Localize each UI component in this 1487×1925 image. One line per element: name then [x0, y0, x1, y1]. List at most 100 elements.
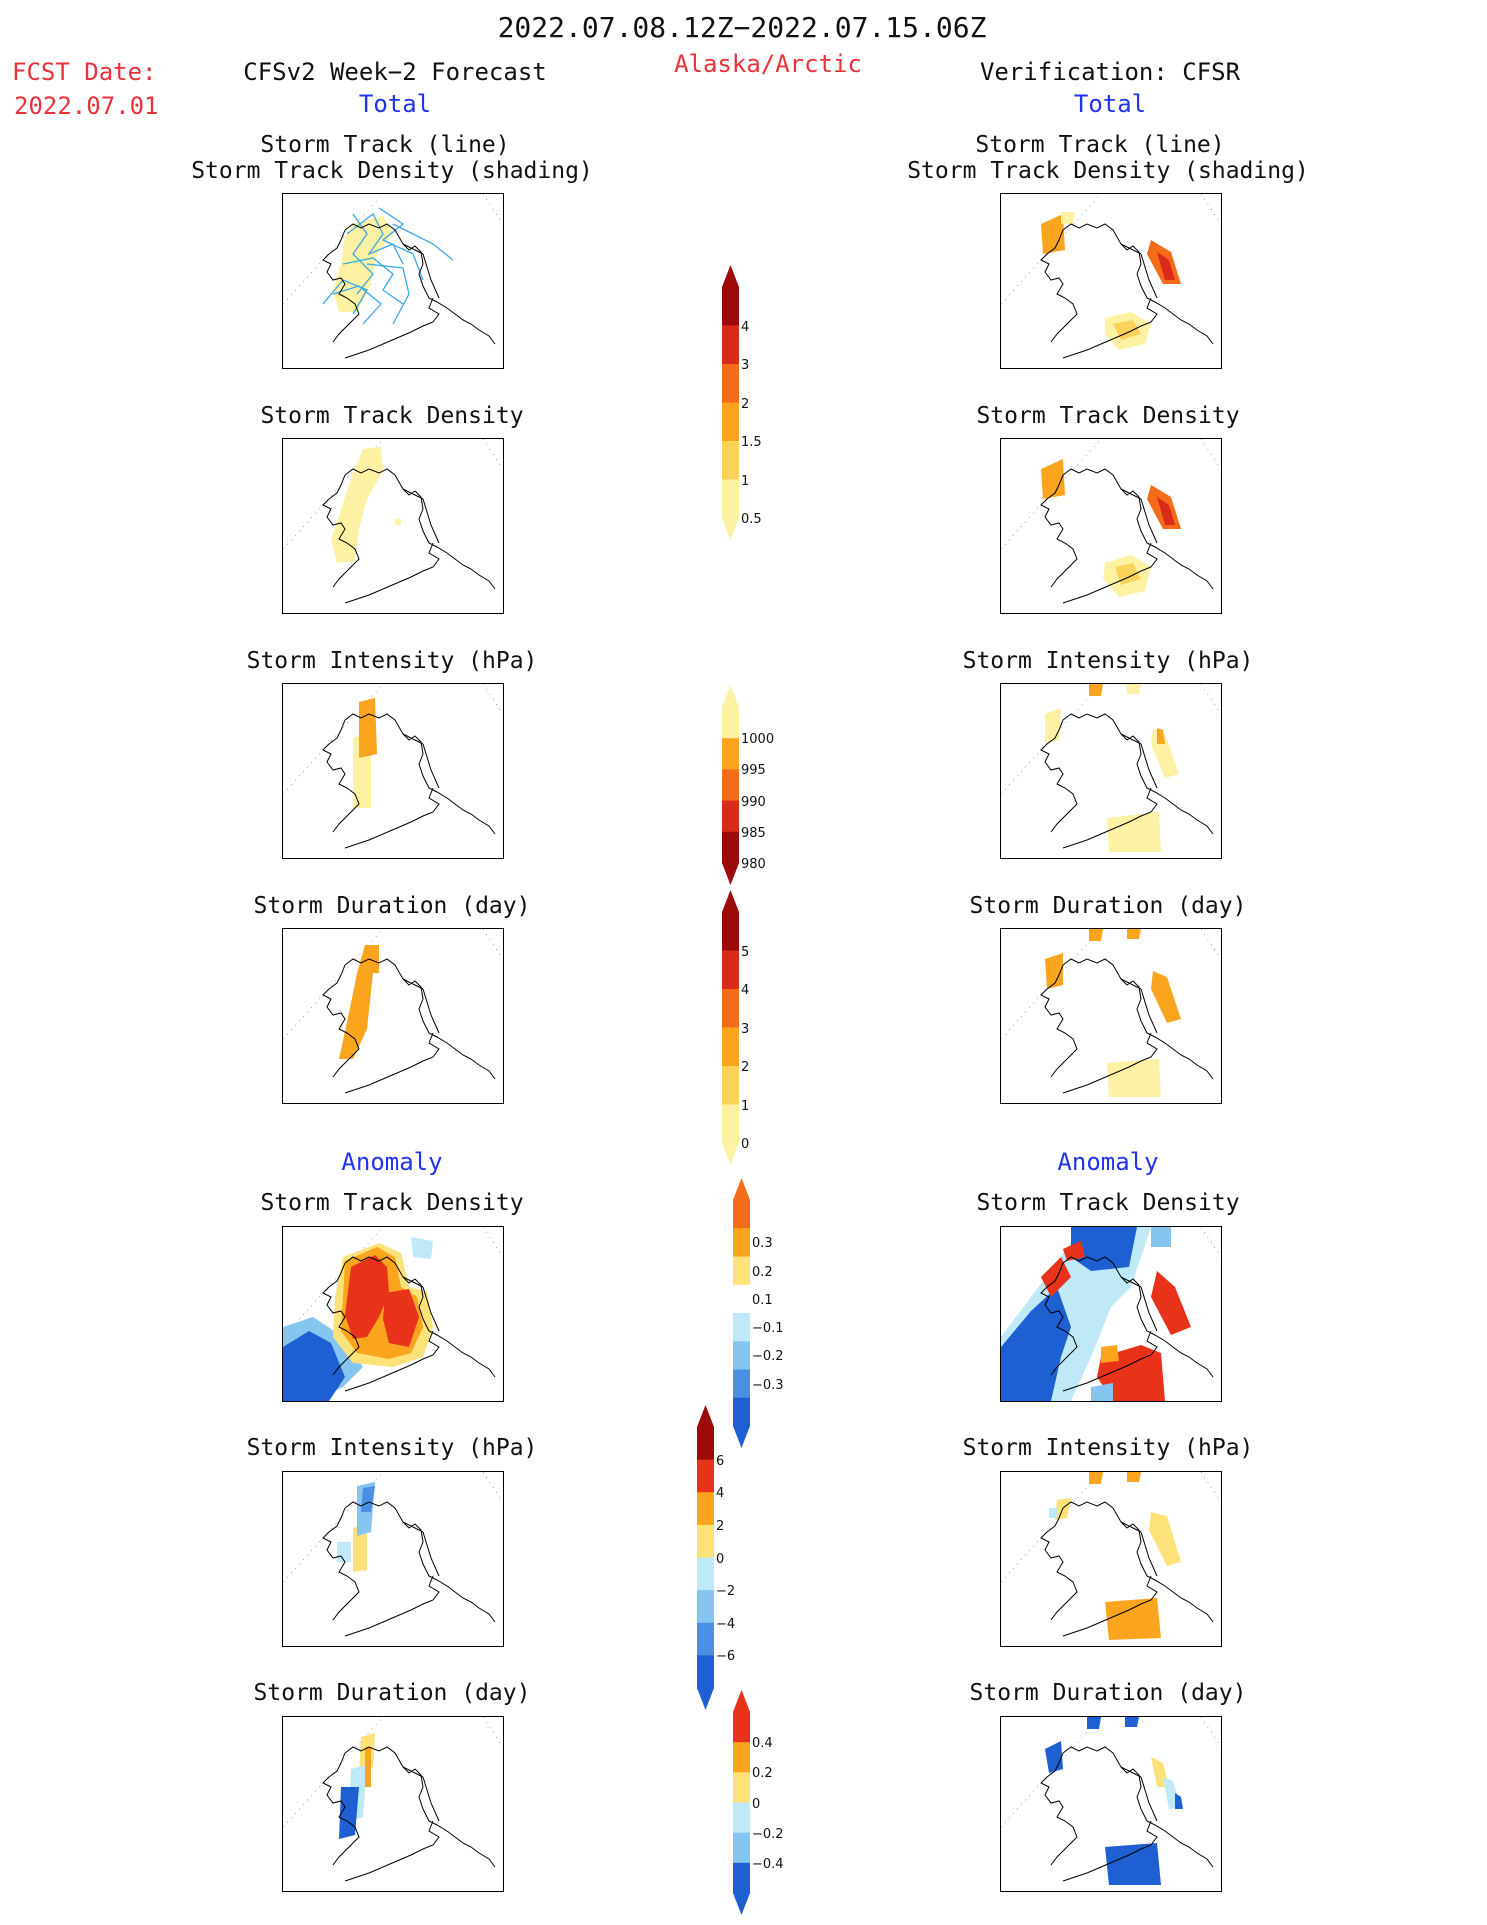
shaded-region-5	[345, 1255, 389, 1339]
shaded-region-1	[339, 945, 379, 1059]
border-line	[1140, 1776, 1158, 1822]
colorbar-segment-5	[733, 1832, 750, 1864]
colorbar-tick-label: 1	[741, 1098, 750, 1114]
right-duration-title: Storm Duration (day)	[969, 893, 1247, 919]
shaded-region-2	[359, 698, 377, 758]
sector-outline	[1001, 684, 1221, 795]
border-line-north	[1120, 1276, 1142, 1288]
period-title: 2022.07.08.12Z−2022.07.15.06Z	[497, 11, 987, 44]
colorbar-bottom-arrow	[722, 518, 739, 540]
storm-track-line-8	[366, 263, 410, 325]
shaded-region-1	[1041, 459, 1065, 499]
colorbar-top-arrow	[733, 1178, 750, 1200]
shaded-region-2	[395, 519, 401, 525]
coastline	[1040, 1746, 1214, 1882]
colorbar-bottom-arrow	[722, 863, 739, 885]
colorbar-bottom-arrow	[733, 1893, 750, 1915]
shaded-region-3	[1157, 252, 1175, 280]
sector-outline	[283, 684, 503, 795]
shaded-region-4	[1049, 1508, 1057, 1518]
fcst-date: 2022.07.01	[14, 92, 159, 120]
colorbar-tick-label: −0.1	[752, 1321, 784, 1337]
colorbar-segment-4	[722, 402, 739, 442]
shaded-region-3	[1045, 953, 1063, 989]
colorbar-segment-4	[733, 1284, 750, 1314]
shaded-region-2	[1125, 1717, 1139, 1727]
coastline	[322, 223, 496, 359]
colorbar-segment-4	[697, 1524, 714, 1558]
colorbar-segment-3	[722, 769, 739, 802]
left-anom-duration-title: Storm Duration (day)	[253, 1680, 531, 1706]
colorbar-segment-3	[722, 364, 739, 403]
colorbar-segment-6	[733, 1862, 750, 1894]
shaded-region-2	[1127, 929, 1141, 939]
colorbar-segment-7	[697, 1622, 714, 1656]
shaded-region-2	[283, 1331, 345, 1401]
shaded-region-4	[1151, 1227, 1171, 1247]
colorbar-segment-2	[733, 1742, 750, 1773]
shaded-region-4	[337, 1542, 351, 1562]
colorbar-segment-5	[722, 1066, 739, 1105]
colorbar-tick-label: 4	[741, 319, 750, 335]
left-intensity-title: Storm Intensity (hPa)	[246, 648, 538, 674]
right-anom-density-title: Storm Track Density	[976, 1190, 1240, 1216]
coastline	[322, 1501, 496, 1637]
colorbar-tick-label: 6	[716, 1453, 725, 1469]
colorbar-tick-label: 0	[716, 1551, 725, 1567]
colorbar-segment-3	[697, 1492, 714, 1526]
colorbar-tick-label: −0.4	[752, 1856, 784, 1872]
right-intensity-title: Storm Intensity (hPa)	[962, 648, 1254, 674]
border-line-north	[402, 1766, 424, 1778]
left-anomaly-label: Anomaly	[341, 1148, 443, 1176]
right-anom-intensity-title: Storm Intensity (hPa)	[962, 1435, 1254, 1461]
shaded-region-6	[1063, 1241, 1085, 1261]
region-title: Alaska/Arctic	[674, 50, 862, 78]
colorbar-top-arrow	[697, 1405, 714, 1427]
map-panel-left-anom-density	[282, 1226, 504, 1402]
right-density-title: Storm Track Density	[976, 403, 1240, 429]
colorbar-segment-6	[722, 1104, 739, 1144]
map-panel-left-density	[282, 438, 504, 614]
sector-outline	[283, 1717, 503, 1828]
colorbar-top-arrow	[733, 1690, 750, 1712]
coastline	[1040, 223, 1214, 359]
coastline	[1040, 1501, 1214, 1637]
colorbar-tick-label: 5	[741, 944, 750, 960]
border-line-north	[1120, 733, 1142, 745]
coastline	[322, 468, 496, 604]
border-line-north	[1120, 978, 1142, 990]
colorbar-tick-label: 1.5	[741, 435, 762, 450]
shaded-region-5	[1115, 563, 1141, 585]
shaded-region-5	[1113, 320, 1141, 340]
shaded-region-3	[339, 1787, 359, 1839]
sector-outline	[283, 929, 503, 1040]
colorbar-segment-3	[733, 1256, 750, 1286]
colorbar-segment-1	[722, 707, 739, 739]
border-line	[1140, 743, 1158, 789]
map-panel-left-track	[282, 193, 504, 369]
storm-track-line-5	[378, 207, 424, 281]
colorbar-segment-6	[697, 1590, 714, 1624]
map-panel-right-intensity	[1000, 683, 1222, 859]
border-line-north	[1120, 1766, 1142, 1778]
storm-track-line-6	[322, 279, 368, 315]
right-track-title-1: Storm Track (line)	[975, 132, 1225, 158]
colorbar-tick-label: 0.5	[741, 512, 762, 527]
colorbar-tick-label: 985	[741, 825, 766, 841]
map-panel-left-intensity	[282, 683, 504, 859]
border-line-north	[402, 243, 424, 255]
sector-outline	[1001, 439, 1221, 550]
colorbar-tick-label: −0.2	[752, 1826, 784, 1842]
left-density-title: Storm Track Density	[260, 403, 524, 429]
sector-outline	[283, 1227, 503, 1338]
shaded-region-10	[1091, 1383, 1113, 1401]
border-line	[422, 1531, 440, 1577]
colorbar-segment-1	[733, 1200, 750, 1229]
coastline	[322, 1746, 496, 1882]
colorbar-tick-label: −0.3	[752, 1377, 784, 1393]
shaded-region-6	[1127, 684, 1141, 694]
colorbar-tick-label: 2	[716, 1518, 725, 1534]
sector-outline	[1001, 1472, 1221, 1583]
colorbar-tick-label: 995	[741, 763, 766, 779]
map-panel-right-track	[1000, 193, 1222, 369]
